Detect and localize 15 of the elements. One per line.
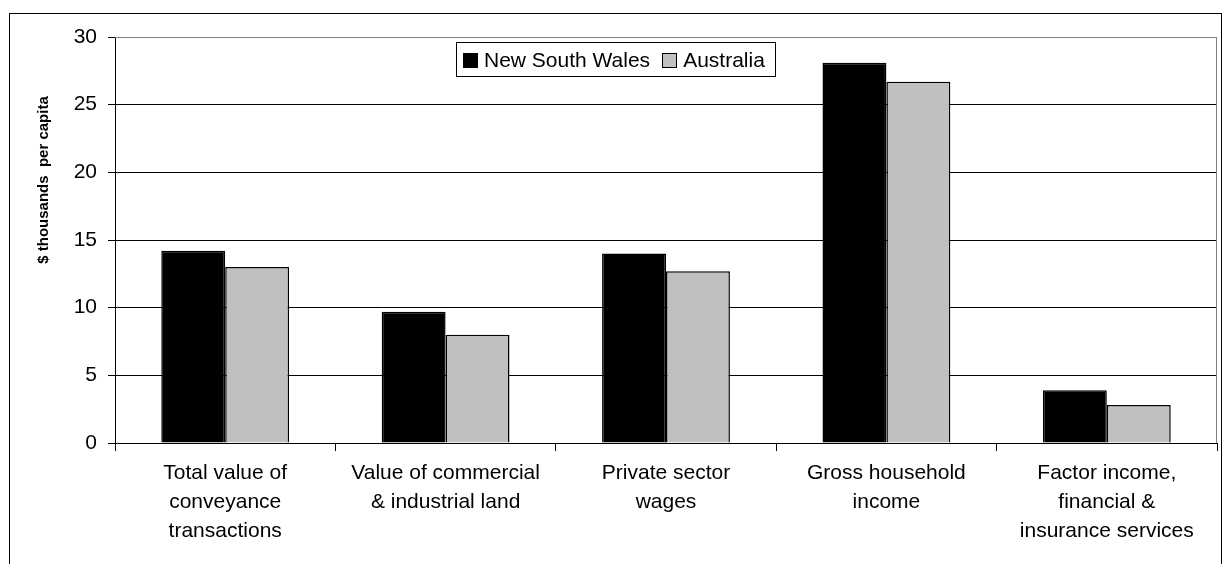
x-tick-label: Factor income, financial & insurance services: [1019, 460, 1194, 541]
x-tick-label: Gross household income: [807, 460, 966, 512]
y-tick-label: 5: [85, 362, 97, 386]
y-tick-label: 20: [73, 159, 97, 183]
y-tick-label: 0: [85, 429, 97, 453]
x-tick-label: Total value of conveyance transactions: [163, 460, 288, 541]
y-tick-label: 30: [73, 23, 97, 47]
x-tick-label: Value of commercial & industrial land: [351, 460, 540, 512]
legend-label: New South Wales: [484, 48, 651, 72]
y-tick-label: 25: [73, 91, 97, 115]
legend-label: Australia: [683, 48, 765, 72]
y-tick-label: 10: [73, 294, 97, 318]
x-tick-label: Private sector wages: [601, 460, 731, 512]
y-tick-label: 15: [73, 226, 97, 250]
y-axis-title: $ thousands per capita: [34, 95, 52, 264]
